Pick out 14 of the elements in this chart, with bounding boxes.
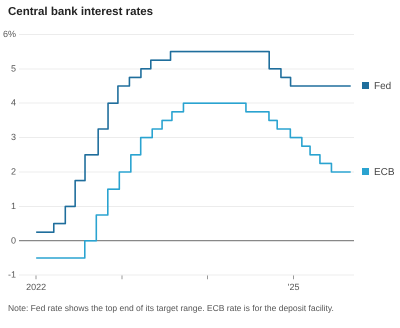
y-tick-label: -1 (8, 270, 16, 280)
text: Note: Fed rate shows the top end of its target range. ECB rate is for the deposit facility. (8, 303, 335, 314)
chart-title: Central bank interest rates (8, 6, 154, 18)
legend-label: ECB (374, 166, 395, 178)
x-tick-label: 2022 (26, 282, 46, 292)
y-tick-label: 3 (10, 132, 16, 142)
y-tick-label: 5 (10, 63, 16, 74)
y-tick-label: 0 (10, 235, 16, 246)
y-tick-label: 1 (10, 200, 16, 211)
x-tick-label: '25 (288, 282, 300, 292)
y-tick-label: 2 (10, 166, 16, 176)
y-tick-label: 6% (2, 28, 16, 39)
y-tick-label: 4 (10, 98, 16, 108)
legend-label: Fed (374, 80, 392, 92)
